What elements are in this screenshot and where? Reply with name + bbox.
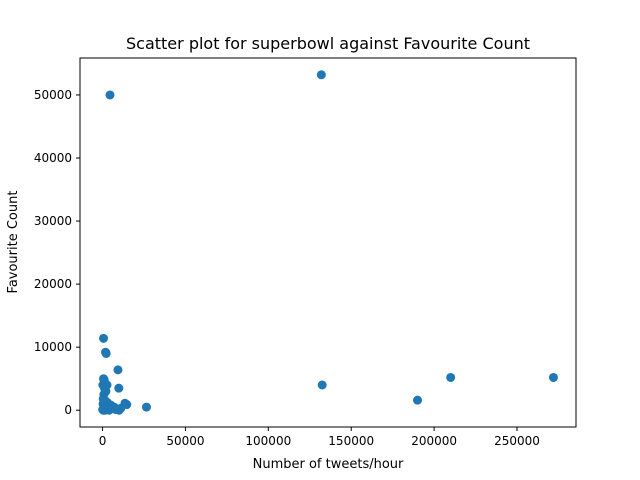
chart-title: Scatter plot for superbowl against Favou… bbox=[126, 34, 530, 53]
data-point bbox=[105, 90, 115, 100]
data-point bbox=[101, 348, 111, 358]
data-point bbox=[104, 405, 114, 415]
x-tick-label: 150000 bbox=[328, 434, 374, 448]
y-tick-label: 40000 bbox=[34, 151, 72, 165]
plot-area-frame bbox=[79, 57, 577, 428]
data-point bbox=[446, 372, 456, 382]
y-tick-label: 50000 bbox=[34, 88, 72, 102]
data-point bbox=[413, 395, 423, 405]
y-tick-label: 10000 bbox=[34, 340, 72, 354]
x-axis-label: Number of tweets/hour bbox=[253, 457, 404, 472]
data-point bbox=[113, 365, 123, 375]
y-tick-label: 0 bbox=[64, 403, 72, 417]
y-axis-label: Favourite Count bbox=[6, 191, 21, 294]
y-tick-label: 20000 bbox=[34, 277, 72, 291]
x-tick-label: 0 bbox=[99, 434, 107, 448]
y-tick-label: 30000 bbox=[34, 214, 72, 228]
data-points bbox=[98, 70, 558, 415]
data-point bbox=[548, 372, 558, 382]
data-point bbox=[114, 405, 124, 415]
data-point bbox=[141, 402, 151, 412]
x-tick-label: 200000 bbox=[411, 434, 457, 448]
x-tick-label: 100000 bbox=[245, 434, 291, 448]
x-tick-label: 50000 bbox=[166, 434, 204, 448]
data-point bbox=[317, 380, 327, 390]
data-point bbox=[114, 383, 124, 393]
x-tick-label: 250000 bbox=[494, 434, 540, 448]
data-point bbox=[316, 70, 326, 80]
axis-ticks: 0 50000 100000 150000 200000 250000 0 10000 2000… bbox=[34, 88, 540, 448]
data-point bbox=[99, 333, 109, 343]
